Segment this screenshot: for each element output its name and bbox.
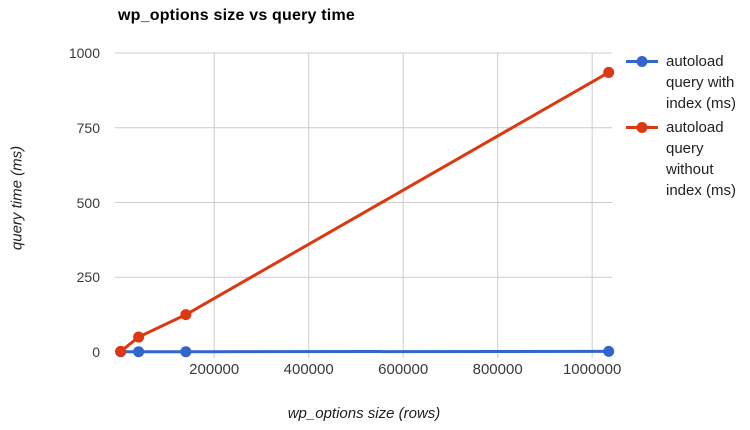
x-tick-label: 1000000 [562,361,622,378]
y-tick-label: 250 [76,269,100,286]
y-tick-label: 750 [76,119,100,136]
data-point [603,66,615,78]
y-tick-label: 0 [92,344,100,360]
x-tick-label: 600000 [378,361,429,378]
legend-item: autoload query with index (ms) [625,51,750,114]
legend-marker-icon [626,56,658,67]
data-point [115,345,127,357]
chart-title: wp_options size vs query time [118,7,355,24]
legend-item: autoload query without index (ms) [625,117,750,201]
y-tick-label: 500 [76,194,100,211]
legend-label: autoload query without index (ms) [666,119,737,199]
x-tick-label: 200000 [189,361,240,378]
data-point [133,331,145,343]
x-tick-label: 800000 [472,361,523,378]
data-point [603,345,615,357]
legend: autoload query with index (ms) autoload q… [625,51,750,201]
series-line-1 [119,71,610,353]
data-point [180,346,192,358]
x-tick-label: 400000 [283,361,334,378]
data-point [180,309,192,321]
data-point [133,346,145,358]
y-axis-title: query time (ms) [8,145,26,251]
legend-label: autoload query with index (ms) [666,53,737,112]
x-axis-title: wp_options size (rows) [287,405,441,422]
y-tick-label: 1000 [68,45,100,61]
legend-marker-icon [626,122,658,133]
